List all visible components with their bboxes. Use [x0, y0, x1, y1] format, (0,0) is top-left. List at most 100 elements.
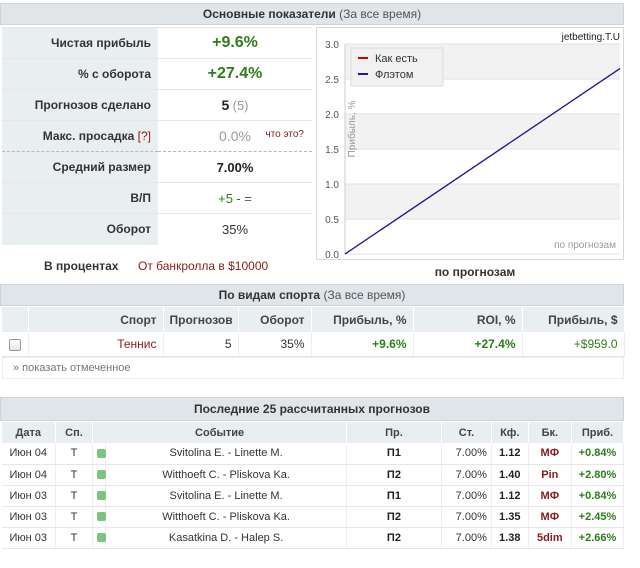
stat-row-avg-size: Средний размер 7.00%	[2, 151, 312, 183]
stat-label: % с оборота	[2, 58, 158, 90]
main-stats-table: Чистая прибыль +9.6% % с оборота +27.4% …	[2, 27, 312, 245]
column-header-roi[interactable]: ROI, %	[413, 307, 523, 332]
what-is-this-link[interactable]: что это?	[265, 129, 305, 140]
main-stats-subtitle: (За все время)	[339, 7, 422, 21]
column-header-pick[interactable]: Пр.	[346, 422, 443, 443]
net-profit-value: +9.6%	[212, 34, 258, 51]
column-header-profit-pct[interactable]: Прибыль, %	[311, 307, 414, 332]
table-row[interactable]: Июн 03 T Svitolina E. - Linette M. П1 7.…	[2, 485, 625, 507]
forecasts-header-row: Дата Сп. Событие Пр. Ст. Кф. Бк. Приб.	[2, 422, 625, 443]
forecast-date: Июн 03	[2, 506, 56, 528]
forecast-profit: +2.80%	[571, 464, 625, 486]
show-marked-link[interactable]: » показать отмеченное	[2, 357, 624, 379]
sports-title: По видам спорта	[218, 288, 321, 302]
column-header-bookmaker[interactable]: Бк.	[528, 422, 572, 443]
forecast-event[interactable]: Kasatkina D. - Halep S.	[168, 531, 284, 544]
row-checkbox[interactable]	[8, 338, 21, 351]
y-tick-label: 0.5	[325, 215, 339, 226]
forecast-event[interactable]: Svitolina E. - Linette M.	[169, 447, 283, 460]
sports-header-row: Спорт Прогнозов Оборот Прибыль, % ROI, %…	[2, 307, 625, 332]
column-header-turnover[interactable]: Оборот	[238, 307, 312, 332]
chart-band	[345, 114, 620, 149]
forecast-date: Июн 04	[2, 464, 56, 486]
forecast-odds: 1.38	[491, 527, 529, 549]
table-row[interactable]: Июн 04 T Svitolina E. - Linette M. П1 7.…	[2, 443, 625, 465]
stat-row-net-profit: Чистая прибыль +9.6%	[2, 27, 312, 59]
stat-row-forecasts-made: Прогнозов сделано 5 (5)	[2, 89, 312, 121]
forecast-event[interactable]: Svitolina E. - Linette M.	[169, 489, 283, 502]
drawdown-help-link[interactable]: [?]	[137, 129, 151, 143]
forecast-date: Июн 03	[2, 527, 56, 549]
forecast-sport: T	[55, 485, 94, 507]
profit-chart: 3.0 2.5 2.0 1.5 1.0 0.5 0.0 Прибыль, % по прогно…	[316, 27, 624, 261]
column-header-profit-usd[interactable]: Прибыль, $	[522, 307, 625, 332]
column-header-profit[interactable]: Приб.	[571, 422, 625, 443]
forecasts-made-value: 5	[221, 97, 230, 113]
sport-profit-pct: +9.6%	[372, 336, 407, 351]
forecast-sport: T	[55, 506, 94, 528]
units-value: От банкролла в $10000	[138, 259, 269, 273]
forecast-profit: +0.84%	[571, 443, 625, 465]
forecast-sport: T	[55, 527, 94, 549]
column-header-stake[interactable]: Ст.	[441, 422, 492, 443]
profit-chart-svg: 3.0 2.5 2.0 1.5 1.0 0.5 0.0 Прибыль, % по прогно…	[325, 32, 621, 261]
forecast-stake: 7.00%	[441, 464, 492, 486]
forecast-stake: 7.00%	[441, 443, 492, 465]
units-label: В процентах	[44, 259, 119, 273]
forecasts-header: Последние 25 рассчитанных прогнозов	[0, 397, 624, 421]
forecast-bookmaker: МФ	[528, 485, 572, 507]
forecast-event[interactable]: Witthoeft C. - Pliskova Ka.	[162, 510, 290, 523]
forecast-stake: 7.00%	[441, 527, 492, 549]
forecast-profit: +2.45%	[571, 506, 625, 528]
table-row: Теннис 5 35% +9.6% +27.4% +$959.0	[2, 332, 625, 357]
avg-size-value: 7.00%	[216, 159, 254, 175]
sport-turnover: 35%	[238, 332, 312, 357]
forecast-event[interactable]: Witthoeft C. - Pliskova Ka.	[162, 468, 290, 481]
column-header-sport[interactable]: Спорт	[28, 307, 164, 332]
y-tick-label: 2.5	[325, 75, 339, 86]
forecast-sport: T	[55, 464, 94, 486]
column-header-event[interactable]: Событие	[92, 422, 347, 443]
forecasts-title: Последние 25 рассчитанных прогнозов	[194, 402, 430, 416]
forecast-bookmaker: МФ	[528, 443, 572, 465]
column-header-count[interactable]: Прогнозов	[163, 307, 239, 332]
sports-table: Спорт Прогнозов Оборот Прибыль, % ROI, %…	[2, 307, 625, 357]
sport-count: 5	[163, 332, 239, 357]
forecast-odds: 1.12	[491, 443, 529, 465]
forecast-pick: П2	[346, 527, 443, 549]
column-header-odds[interactable]: Кф.	[491, 422, 529, 443]
forecast-stake: 7.00%	[441, 485, 492, 507]
stat-label: Прогнозов сделано	[2, 89, 158, 121]
series-line-1	[344, 68, 621, 255]
stat-label: Средний размер	[2, 151, 158, 183]
y-tick-label: 3.0	[325, 40, 339, 51]
column-header-date[interactable]: Дата	[2, 422, 56, 443]
legend-label: Флэтом	[375, 69, 413, 81]
status-dot-icon	[97, 470, 107, 480]
sport-link[interactable]: Теннис	[117, 336, 157, 351]
stat-label: Чистая прибыль	[2, 27, 158, 59]
forecast-date: Июн 04	[2, 443, 56, 465]
checkbox-column-header	[2, 307, 29, 332]
sport-profit-usd: +$959.0	[573, 336, 618, 351]
main-stats-header: Основные показатели (За все время)	[0, 3, 624, 25]
legend-label: Как есть	[375, 53, 418, 65]
forecast-bookmaker: МФ	[528, 506, 572, 528]
max-drawdown-value: 0.0%	[219, 128, 251, 144]
table-row[interactable]: Июн 03 T Kasatkina D. - Halep S. П2 7.00…	[2, 527, 625, 549]
stat-label: В/П	[2, 182, 158, 214]
sport-roi: +27.4%	[474, 336, 516, 351]
forecast-date: Июн 03	[2, 485, 56, 507]
stat-row-max-drawdown: Макс. просадка [?] 0.0% что это?	[2, 120, 312, 152]
status-dot-icon	[97, 512, 107, 522]
stat-row-win-loss: В/П +5 - =	[2, 182, 312, 214]
forecast-bookmaker: 5dim	[528, 527, 572, 549]
chart-band	[345, 184, 620, 219]
table-row[interactable]: Июн 04 T Witthoeft C. - Pliskova Ka. П2 …	[2, 464, 625, 486]
win-count: +5	[218, 190, 233, 206]
y-axis-title: Прибыль, %	[346, 101, 358, 158]
y-tick-label: 0.0	[325, 250, 339, 259]
column-header-sport[interactable]: Сп.	[55, 422, 94, 443]
table-row[interactable]: Июн 03 T Witthoeft C. - Pliskova Ka. П2 …	[2, 506, 625, 528]
sports-subtitle: (За все время)	[323, 288, 406, 302]
